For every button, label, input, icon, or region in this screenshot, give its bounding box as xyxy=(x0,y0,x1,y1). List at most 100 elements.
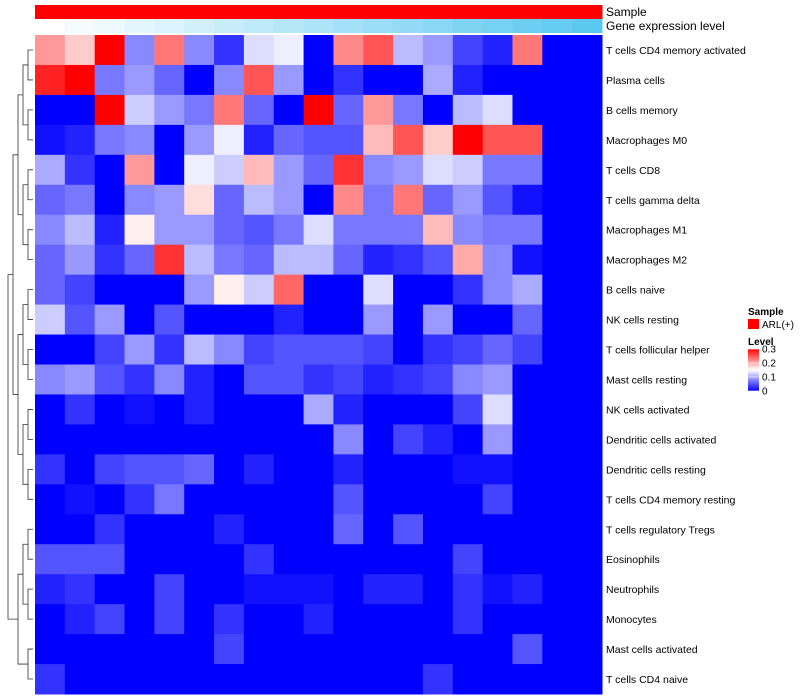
heatmap-cell xyxy=(184,184,215,216)
heatmap-cell xyxy=(154,484,185,515)
heatmap-cell xyxy=(303,94,334,126)
heatmap-cell xyxy=(243,454,275,485)
heatmap-cell xyxy=(243,124,275,156)
row-label: T cells CD4 memory resting xyxy=(606,494,735,506)
expression-annotation-cell xyxy=(363,19,394,33)
heatmap-cell xyxy=(273,484,305,515)
heatmap-cell xyxy=(273,304,305,336)
heatmap-cell xyxy=(452,424,484,455)
dendrogram-branch xyxy=(17,334,23,455)
heatmap-cell xyxy=(154,304,185,336)
row-label: T cells follicular helper xyxy=(606,345,710,357)
heatmap-cell xyxy=(35,184,66,216)
heatmap-cell xyxy=(214,514,245,545)
heatmap-cell xyxy=(35,394,66,425)
heatmap-cell xyxy=(243,154,275,186)
heatmap-cell xyxy=(35,244,66,276)
heatmap-cell xyxy=(184,154,215,186)
heatmap-cell xyxy=(572,154,603,186)
heatmap-cell xyxy=(333,574,364,605)
heatmap-cell xyxy=(422,574,454,605)
dendrogram-branch xyxy=(27,468,33,500)
heatmap-cell xyxy=(184,514,215,545)
heatmap-cell xyxy=(124,274,155,306)
heatmap-cell xyxy=(184,424,215,455)
expression-annotation-cell xyxy=(94,19,126,33)
heatmap-cell xyxy=(64,574,96,605)
heatmap-cell xyxy=(154,574,185,605)
heatmap-cell xyxy=(35,94,66,126)
heatmap-cell xyxy=(393,394,424,425)
heatmap-cell xyxy=(393,454,424,485)
heatmap-cell xyxy=(393,424,424,455)
heatmap-cell xyxy=(393,574,424,605)
row-label: Eosinophils xyxy=(606,554,660,566)
heatmap-cell xyxy=(482,544,513,575)
heatmap-cell xyxy=(94,604,126,635)
sample-annotation-cell xyxy=(243,5,275,19)
heatmap-cell xyxy=(393,304,424,336)
heatmap-cell xyxy=(64,364,96,395)
heatmap-cell xyxy=(214,124,245,156)
heatmap-cell xyxy=(542,274,573,306)
heatmap-cell xyxy=(35,634,66,665)
heatmap-cell xyxy=(542,244,573,276)
heatmap-cell xyxy=(303,124,334,156)
sample-annotation-cell xyxy=(333,5,364,19)
heatmap-cell xyxy=(64,274,96,306)
heatmap-cell xyxy=(124,94,155,126)
heatmap-cell xyxy=(512,274,543,306)
heatmap-cell xyxy=(273,574,305,605)
heatmap-cell xyxy=(393,544,424,575)
heatmap-cell xyxy=(94,124,126,156)
heatmap-cell xyxy=(154,424,185,455)
heatmap-cell xyxy=(184,574,215,605)
heatmap-cell xyxy=(572,64,603,96)
heatmap-cell xyxy=(512,304,543,336)
heatmap-cell xyxy=(184,364,215,395)
expression-annotation-cell xyxy=(333,19,364,33)
heatmap-cell xyxy=(35,124,66,156)
heatmap-cell xyxy=(572,664,603,695)
heatmap-cell xyxy=(393,274,424,306)
heatmap-cell xyxy=(303,364,334,395)
sample-annotation-cell xyxy=(572,5,603,19)
row-label: NK cells resting xyxy=(606,315,679,327)
heatmap-cell xyxy=(35,214,66,246)
row-label: B cells memory xyxy=(606,105,679,117)
sample-annotation-cell xyxy=(363,5,394,19)
heatmap-cell xyxy=(35,304,66,336)
heatmap-cell xyxy=(303,454,334,485)
heatmap-cell xyxy=(482,454,513,485)
heatmap-cell xyxy=(572,94,603,126)
legend-tick-label: 0.3 xyxy=(762,345,776,356)
legend-level-ticks: 0.3 0.2 0.1 0 xyxy=(748,345,776,398)
heatmap-cell xyxy=(94,35,126,66)
heatmap-cell xyxy=(512,544,543,575)
heatmap-cell xyxy=(303,334,334,365)
legend-tick-label: 0.2 xyxy=(762,359,776,370)
heatmap-cell xyxy=(94,64,126,96)
heatmap-cell xyxy=(422,244,454,276)
heatmap-cell xyxy=(184,664,215,695)
heatmap-cell xyxy=(542,634,573,665)
expression-annotation-cell xyxy=(512,19,543,33)
heatmap-cell xyxy=(482,64,513,96)
heatmap-cell xyxy=(64,244,96,276)
row-label: T cells gamma delta xyxy=(606,195,700,207)
dendrogram-branch xyxy=(27,109,33,141)
heatmap-cell xyxy=(542,454,573,485)
dendrogram-branch xyxy=(12,154,18,395)
heatmap-cell xyxy=(184,484,215,515)
heatmap-cell xyxy=(542,364,573,395)
heatmap-cell xyxy=(333,304,364,336)
expression-annotation-cell xyxy=(184,19,215,33)
heatmap-cell xyxy=(184,454,215,485)
heatmap-cell xyxy=(363,664,394,695)
heatmap-cell xyxy=(393,364,424,395)
heatmap-cell xyxy=(303,664,334,695)
expression-annotation-cell xyxy=(35,19,66,33)
heatmap-cell xyxy=(124,35,155,66)
heatmap-cell xyxy=(542,124,573,156)
